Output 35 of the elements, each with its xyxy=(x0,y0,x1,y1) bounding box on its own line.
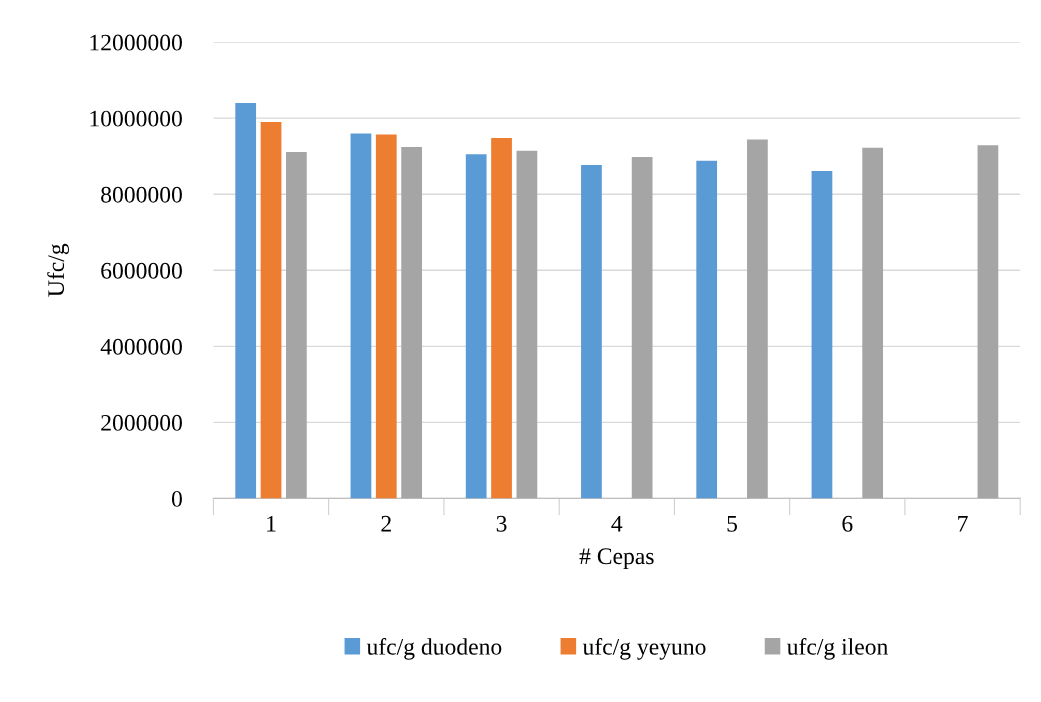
bar xyxy=(401,147,423,499)
bar xyxy=(516,150,538,499)
bar xyxy=(491,137,512,499)
bar xyxy=(286,152,307,499)
bar xyxy=(375,134,397,499)
legend-label: ufc/g ileon xyxy=(787,637,888,660)
legend-label: ufc/g yeyuno xyxy=(582,637,706,660)
bar xyxy=(465,154,487,499)
y-tick-label: 8000000 xyxy=(101,186,182,203)
x-tick-label: 6 xyxy=(842,515,853,532)
x-tick-label: 3 xyxy=(496,515,507,532)
legend-label: ufc/g duodeno xyxy=(366,637,502,660)
y-axis-title: Ufc/g xyxy=(47,243,69,297)
bar xyxy=(260,121,282,499)
y-tick-label: 12000000 xyxy=(90,34,182,51)
bar xyxy=(350,133,372,499)
bar xyxy=(696,160,718,499)
y-tick-label: 10000000 xyxy=(90,110,182,127)
y-tick-label: 6000000 xyxy=(101,262,182,279)
x-tick-label: 1 xyxy=(267,515,276,532)
x-axis-title: # Cepas xyxy=(579,548,654,570)
bar xyxy=(811,171,833,499)
y-tick-label: 2000000 xyxy=(101,414,182,431)
y-tick-label: 0 xyxy=(171,490,182,507)
bar xyxy=(581,164,602,499)
y-tick-label: 4000000 xyxy=(100,338,182,355)
bar xyxy=(862,147,884,499)
x-tick-label: 4 xyxy=(611,515,623,532)
x-tick-label: 7 xyxy=(958,516,968,532)
x-tick-label: 2 xyxy=(381,515,391,532)
x-tick-label: 5 xyxy=(727,516,738,532)
bar xyxy=(631,156,653,499)
bar xyxy=(235,102,257,499)
bar xyxy=(977,145,999,499)
bar xyxy=(747,139,768,499)
